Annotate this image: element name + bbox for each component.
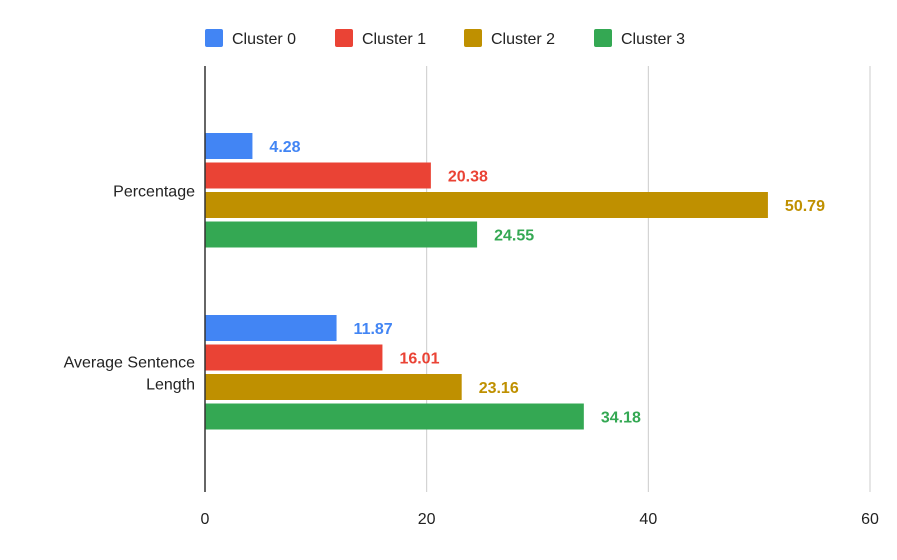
bar-cluster-2-average-sentence-length	[205, 374, 462, 400]
legend-swatch-cluster-2	[464, 29, 482, 47]
bar-cluster-0-percentage	[205, 133, 253, 159]
bar-cluster-3-percentage	[205, 221, 478, 248]
category-labels: Percentage Average Sentence Length	[64, 183, 195, 393]
legend-label-cluster-0: Cluster 0	[232, 31, 296, 48]
x-tick-label-20: 20	[418, 511, 436, 528]
data-label-cluster-0-percentage: 4.28	[269, 139, 300, 156]
data-label-cluster-0-average-sentence-length: 11.87	[354, 321, 393, 338]
legend-swatch-cluster-0	[205, 29, 223, 47]
legend-label-cluster-3: Cluster 3	[621, 31, 685, 48]
data-label-cluster-1-average-sentence-length: 16.01	[399, 351, 439, 368]
data-label-cluster-1-percentage: 20.38	[448, 169, 488, 186]
legend-swatch-cluster-3	[594, 29, 612, 47]
category-label-average-sentence-length: Average Sentence Length	[64, 354, 195, 393]
legend: Cluster 0 Cluster 1 Cluster 2 Cluster 3	[205, 29, 685, 48]
data-label-cluster-3-average-sentence-length: 34.18	[601, 410, 641, 427]
bar-cluster-0-average-sentence-length	[205, 315, 337, 341]
data-label-cluster-3-percentage: 24.55	[494, 228, 534, 245]
legend-item-cluster-1[interactable]: Cluster 1	[335, 29, 426, 48]
category-label-percentage: Percentage	[113, 183, 195, 200]
x-tick-label-40: 40	[639, 511, 657, 528]
x-tick-label-0: 0	[201, 511, 210, 528]
x-tick-label-60: 60	[861, 511, 879, 528]
legend-item-cluster-3[interactable]: Cluster 3	[594, 29, 685, 48]
legend-label-cluster-2: Cluster 2	[491, 31, 555, 48]
legend-label-cluster-1: Cluster 1	[362, 31, 426, 48]
data-label-cluster-2-average-sentence-length: 23.16	[479, 380, 519, 397]
bar-cluster-3-average-sentence-length	[205, 403, 584, 430]
bars	[205, 133, 768, 430]
data-labels: 4.28 20.38 50.79 24.55 11.87 16.01 23.16 34.18	[269, 139, 825, 427]
data-label-cluster-2-percentage: 50.79	[785, 198, 825, 215]
legend-swatch-cluster-1	[335, 29, 353, 47]
legend-item-cluster-2[interactable]: Cluster 2	[464, 29, 555, 48]
bar-cluster-1-average-sentence-length	[205, 344, 383, 371]
bar-cluster-2-percentage	[205, 192, 768, 218]
legend-item-cluster-0[interactable]: Cluster 0	[205, 29, 296, 48]
bar-cluster-1-percentage	[205, 162, 431, 189]
x-axis-ticks: 0 20 40 60	[201, 511, 879, 528]
